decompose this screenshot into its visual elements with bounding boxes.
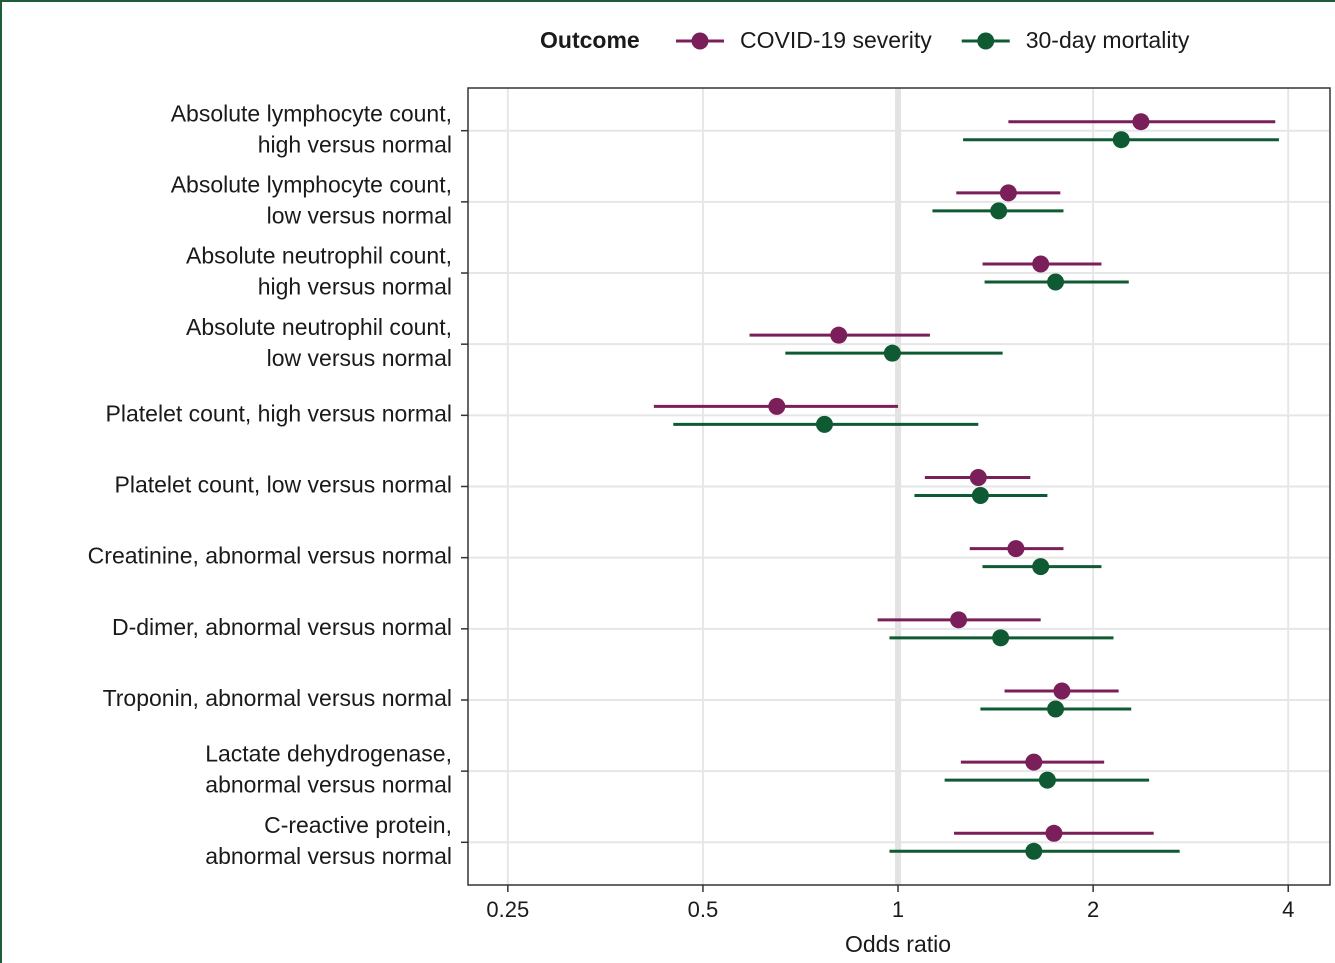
point — [971, 487, 989, 504]
legend-label: 30-day mortality — [1026, 27, 1190, 53]
y-tick-label: abnormal versus normal — [205, 772, 452, 798]
point — [1032, 558, 1050, 576]
legend-label: COVID-19 severity — [740, 27, 932, 53]
legend-marker — [977, 32, 995, 50]
point — [1007, 540, 1025, 558]
point — [999, 184, 1017, 202]
point — [990, 202, 1008, 220]
point — [768, 397, 786, 415]
point — [1025, 842, 1043, 860]
point — [992, 629, 1010, 647]
point — [1053, 682, 1071, 700]
y-tick-label: Lactate dehydrogenase, — [205, 741, 452, 767]
point — [1025, 753, 1043, 771]
point — [1032, 255, 1050, 273]
y-tick-label: low versus normal — [267, 202, 452, 228]
x-tick-label: 1 — [892, 897, 904, 922]
y-tick-label: Absolute neutrophil count, — [186, 314, 452, 340]
y-tick-label: high versus normal — [258, 274, 452, 300]
x-tick-label: 0.25 — [486, 897, 529, 922]
point — [950, 611, 968, 629]
y-tick-label: high versus normal — [258, 131, 452, 157]
point — [883, 344, 901, 362]
y-tick-label: Absolute lymphocyte count, — [171, 100, 452, 126]
y-tick-label: C-reactive protein, — [264, 812, 452, 838]
plot-border — [467, 87, 1331, 886]
y-tick-label: D-dimer, abnormal versus normal — [112, 614, 452, 640]
point — [969, 469, 987, 486]
x-tick-label: 4 — [1282, 897, 1294, 922]
y-tick-label: Platelet count, low versus normal — [115, 472, 453, 498]
point — [1112, 131, 1130, 149]
point — [1038, 771, 1056, 789]
legend-title: Outcome — [540, 27, 640, 53]
y-tick-label: Creatinine, abnormal versus normal — [88, 543, 452, 569]
y-tick-label: Troponin, abnormal versus normal — [103, 685, 452, 711]
y-tick-label: Platelet count, high versus normal — [106, 400, 452, 426]
x-axis-title: Odds ratio — [845, 931, 951, 957]
point — [1047, 700, 1065, 718]
point — [830, 326, 848, 344]
y-tick-label: abnormal versus normal — [205, 843, 452, 869]
point — [815, 415, 833, 433]
y-tick-label: low versus normal — [267, 345, 452, 371]
y-tick-label: Absolute neutrophil count, — [186, 243, 452, 269]
point — [1045, 824, 1063, 842]
x-tick-label: 0.5 — [688, 897, 719, 922]
point — [1047, 273, 1065, 291]
y-tick-label: Absolute lymphocyte count, — [171, 171, 452, 197]
x-tick-label: 2 — [1087, 897, 1099, 922]
legend-marker — [691, 32, 709, 50]
point — [1132, 113, 1150, 131]
